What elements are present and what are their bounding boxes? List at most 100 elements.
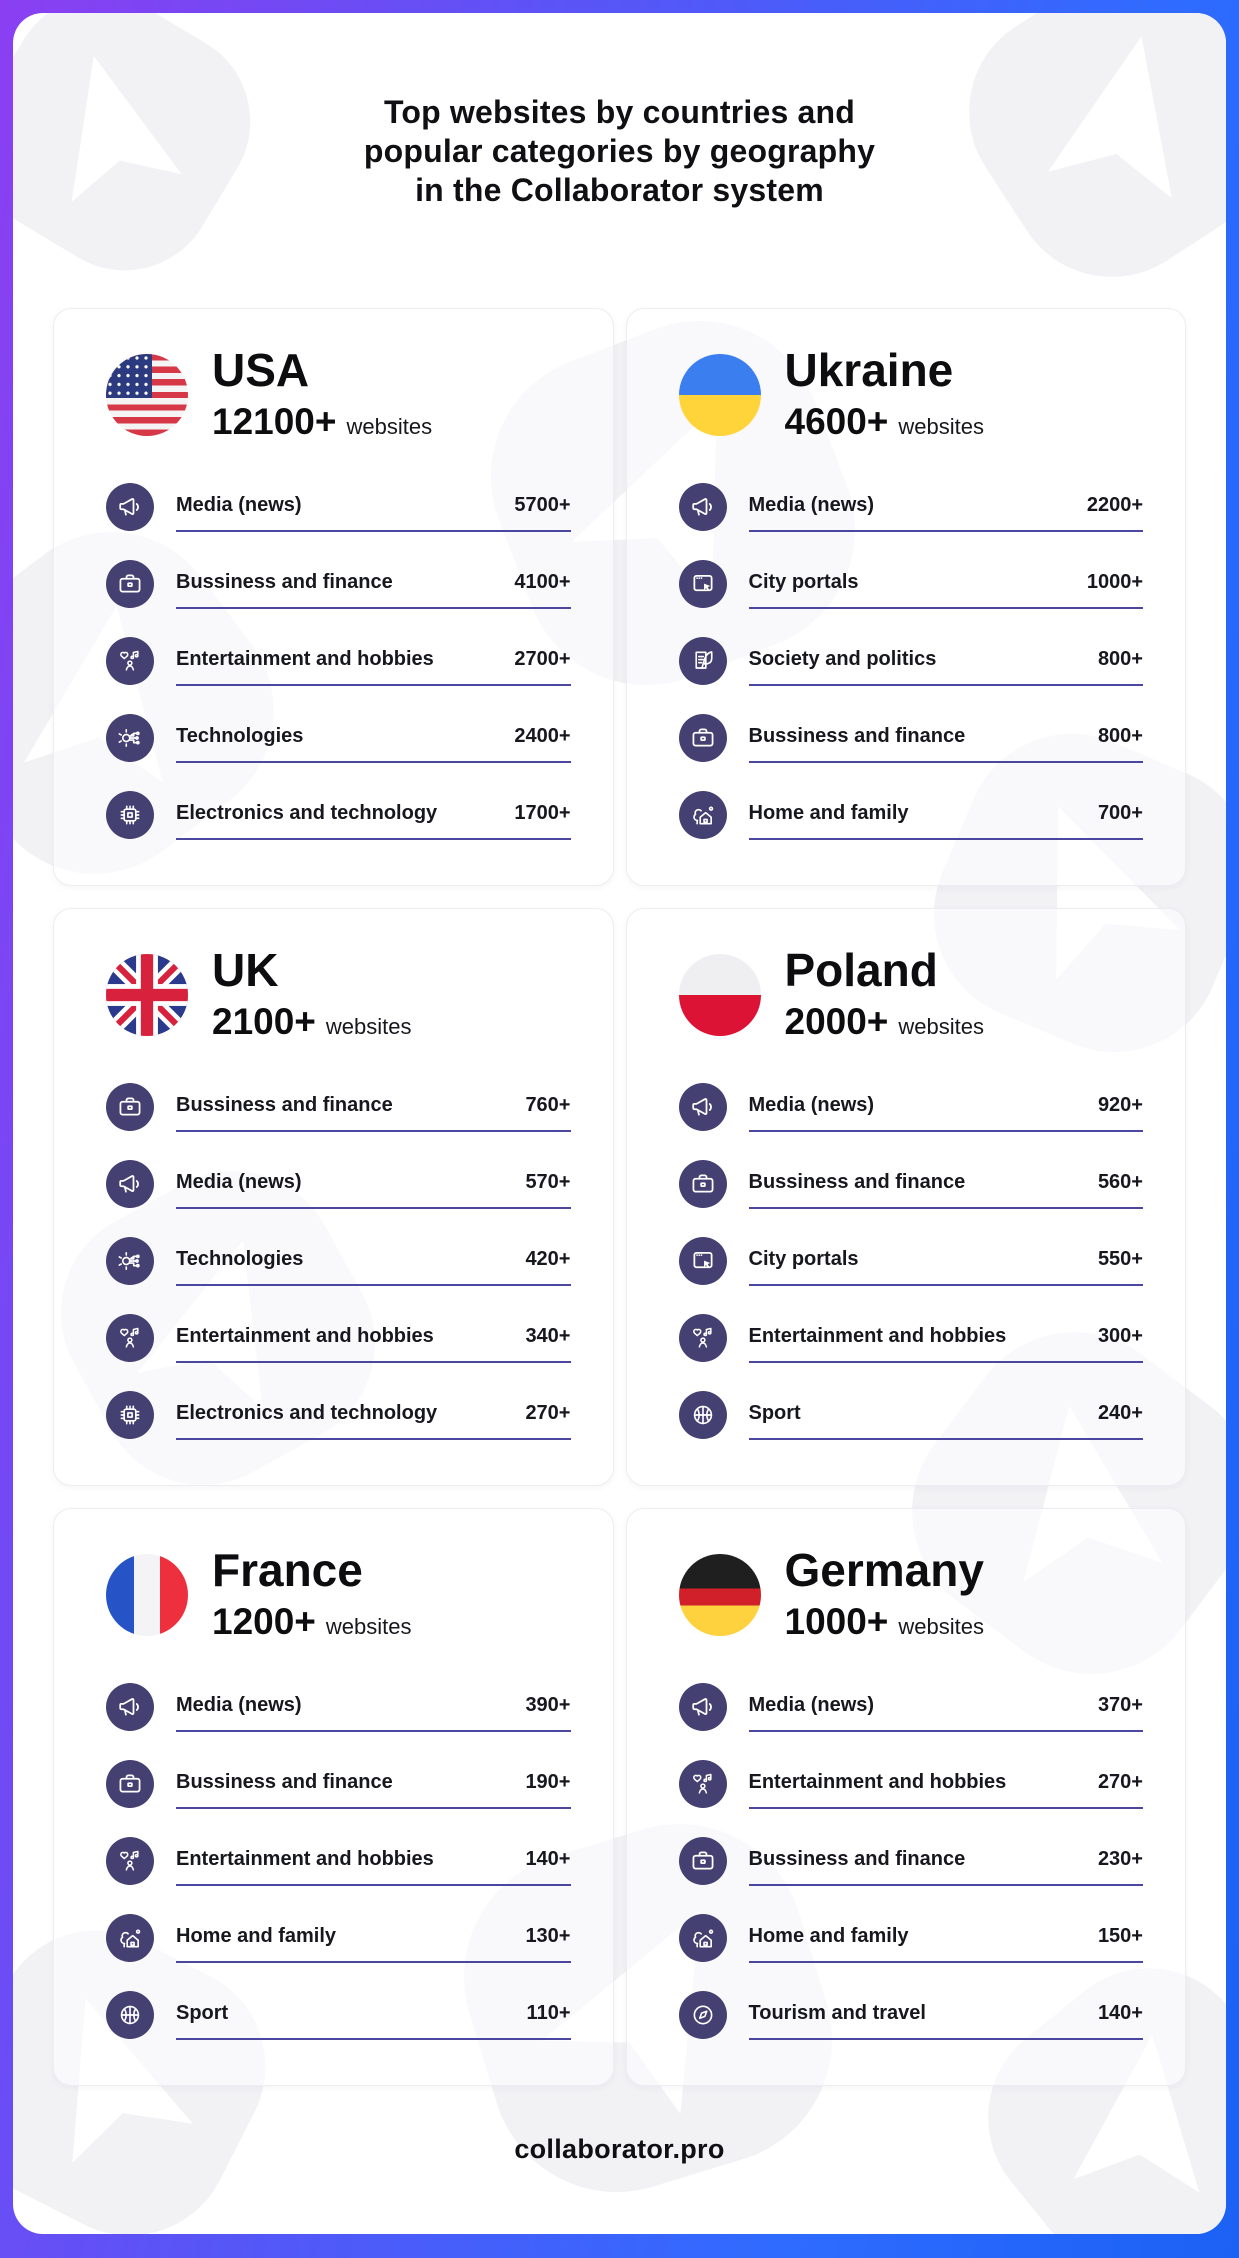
home-tree-icon bbox=[678, 790, 727, 839]
home-tree-icon bbox=[678, 1913, 727, 1962]
category-row: Technologies 420+ bbox=[106, 1233, 571, 1286]
category-value: 150+ bbox=[1097, 1924, 1143, 1947]
document-quill-icon bbox=[678, 636, 727, 685]
category-value: 2200+ bbox=[1086, 493, 1143, 516]
megaphone-icon bbox=[106, 1682, 154, 1731]
category-value: 230+ bbox=[1097, 1847, 1143, 1870]
website-count-label: websites bbox=[898, 1613, 985, 1639]
category-row: Tourism and travel 140+ bbox=[678, 1987, 1143, 2040]
chip-icon bbox=[106, 1390, 154, 1439]
entertainment-icon bbox=[106, 1836, 154, 1885]
category-row: Electronics and technology 270+ bbox=[106, 1387, 571, 1440]
category-row: Bussiness and finance 800+ bbox=[678, 710, 1143, 763]
website-count-label: websites bbox=[346, 413, 433, 439]
category-row: Entertainment and hobbies 270+ bbox=[678, 1756, 1143, 1809]
website-count-label: websites bbox=[325, 1613, 412, 1639]
category-value: 420+ bbox=[525, 1247, 571, 1270]
category-value: 240+ bbox=[1097, 1401, 1143, 1424]
infographic-panel: Top websites by countries and popular ca… bbox=[13, 13, 1226, 2234]
website-count: 12100+ bbox=[212, 400, 337, 442]
france-flag-icon bbox=[106, 1553, 188, 1636]
site-url: collaborator.pro bbox=[514, 2134, 725, 2164]
chip-icon bbox=[106, 790, 154, 839]
category-value: 2700+ bbox=[514, 647, 571, 670]
category-row: Home and family 700+ bbox=[678, 787, 1143, 840]
category-label: Home and family bbox=[748, 1924, 909, 1947]
title-line-3: in the Collaborator system bbox=[415, 172, 824, 208]
usa-flag-icon bbox=[106, 353, 188, 436]
category-row: Sport 110+ bbox=[106, 1987, 571, 2040]
gear-circuit-icon bbox=[106, 1236, 154, 1285]
category-value: 300+ bbox=[1097, 1324, 1143, 1347]
category-row: Entertainment and hobbies 340+ bbox=[106, 1310, 571, 1363]
country-name: France bbox=[212, 1544, 363, 1596]
category-value: 700+ bbox=[1097, 801, 1143, 824]
category-label: Bussiness and finance bbox=[176, 1770, 393, 1793]
entertainment-icon bbox=[106, 1313, 154, 1362]
category-label: Sport bbox=[748, 1401, 801, 1424]
poland-flag-icon bbox=[678, 953, 761, 1036]
category-row: Media (news) 370+ bbox=[678, 1679, 1143, 1732]
website-count: 4600+ bbox=[784, 400, 889, 442]
category-row: Entertainment and hobbies 140+ bbox=[106, 1833, 571, 1886]
category-label: Media (news) bbox=[748, 1693, 875, 1716]
category-label: Home and family bbox=[748, 801, 909, 824]
megaphone-icon bbox=[106, 482, 154, 531]
category-label: Bussiness and finance bbox=[176, 1093, 393, 1116]
category-label: Media (news) bbox=[748, 1093, 875, 1116]
website-count-label: websites bbox=[325, 1013, 412, 1039]
briefcase-icon bbox=[106, 559, 154, 608]
category-label: Media (news) bbox=[176, 1693, 302, 1716]
ukraine-flag-icon bbox=[678, 353, 761, 436]
megaphone-icon bbox=[678, 482, 727, 531]
entertainment-icon bbox=[106, 636, 154, 685]
category-row: Home and family 150+ bbox=[678, 1910, 1143, 1963]
category-value: 340+ bbox=[525, 1324, 571, 1347]
category-row: Media (news) 5700+ bbox=[106, 479, 571, 532]
category-row: Bussiness and finance 230+ bbox=[678, 1833, 1143, 1886]
category-label: Electronics and technology bbox=[176, 1401, 438, 1424]
category-label: Media (news) bbox=[176, 1170, 302, 1193]
website-count: 1200+ bbox=[212, 1600, 316, 1642]
category-value: 800+ bbox=[1097, 724, 1143, 747]
country-card-ukraine: Ukraine 4600+ websites Media (news) 2200+… bbox=[625, 308, 1186, 886]
category-label: Entertainment and hobbies bbox=[176, 647, 434, 670]
category-value: 560+ bbox=[1097, 1170, 1143, 1193]
country-name: UK bbox=[212, 944, 279, 996]
country-card-france: France 1200+ websites Media (news) 390+ B… bbox=[53, 1508, 614, 2086]
category-label: Media (news) bbox=[176, 493, 302, 516]
briefcase-icon bbox=[678, 713, 727, 762]
category-row: Bussiness and finance 760+ bbox=[106, 1079, 571, 1132]
category-label: Tourism and travel bbox=[748, 2001, 926, 2024]
category-row: Bussiness and finance 4100+ bbox=[106, 556, 571, 609]
megaphone-icon bbox=[678, 1682, 727, 1731]
website-count-label: websites bbox=[898, 413, 985, 439]
category-value: 5700+ bbox=[514, 493, 571, 516]
category-value: 140+ bbox=[1097, 2001, 1143, 2024]
category-row: Media (news) 2200+ bbox=[678, 479, 1143, 532]
category-row: Media (news) 920+ bbox=[678, 1079, 1143, 1132]
category-label: Entertainment and hobbies bbox=[176, 1324, 434, 1347]
briefcase-icon bbox=[106, 1082, 154, 1131]
category-label: Media (news) bbox=[748, 493, 875, 516]
category-label: Entertainment and hobbies bbox=[748, 1770, 1007, 1793]
briefcase-icon bbox=[678, 1159, 727, 1208]
browser-cursor-icon bbox=[678, 1236, 727, 1285]
category-row: Home and family 130+ bbox=[106, 1910, 571, 1963]
megaphone-icon bbox=[678, 1082, 727, 1131]
megaphone-icon bbox=[106, 1159, 154, 1208]
category-row: Media (news) 570+ bbox=[106, 1156, 571, 1209]
briefcase-icon bbox=[678, 1836, 727, 1885]
country-card-poland: Poland 2000+ websites Media (news) 920+ B… bbox=[625, 908, 1186, 1486]
category-row: Electronics and technology 1700+ bbox=[106, 787, 571, 840]
category-label: Technologies bbox=[176, 724, 304, 747]
category-row: Sport 240+ bbox=[678, 1387, 1143, 1440]
category-label: Bussiness and finance bbox=[748, 724, 966, 747]
category-value: 390+ bbox=[525, 1693, 571, 1716]
website-count: 2000+ bbox=[784, 1000, 889, 1042]
website-count: 1000+ bbox=[784, 1600, 889, 1642]
category-value: 1000+ bbox=[1086, 570, 1143, 593]
category-value: 140+ bbox=[525, 1847, 571, 1870]
category-row: Bussiness and finance 560+ bbox=[678, 1156, 1143, 1209]
germany-flag-icon bbox=[678, 1553, 761, 1636]
